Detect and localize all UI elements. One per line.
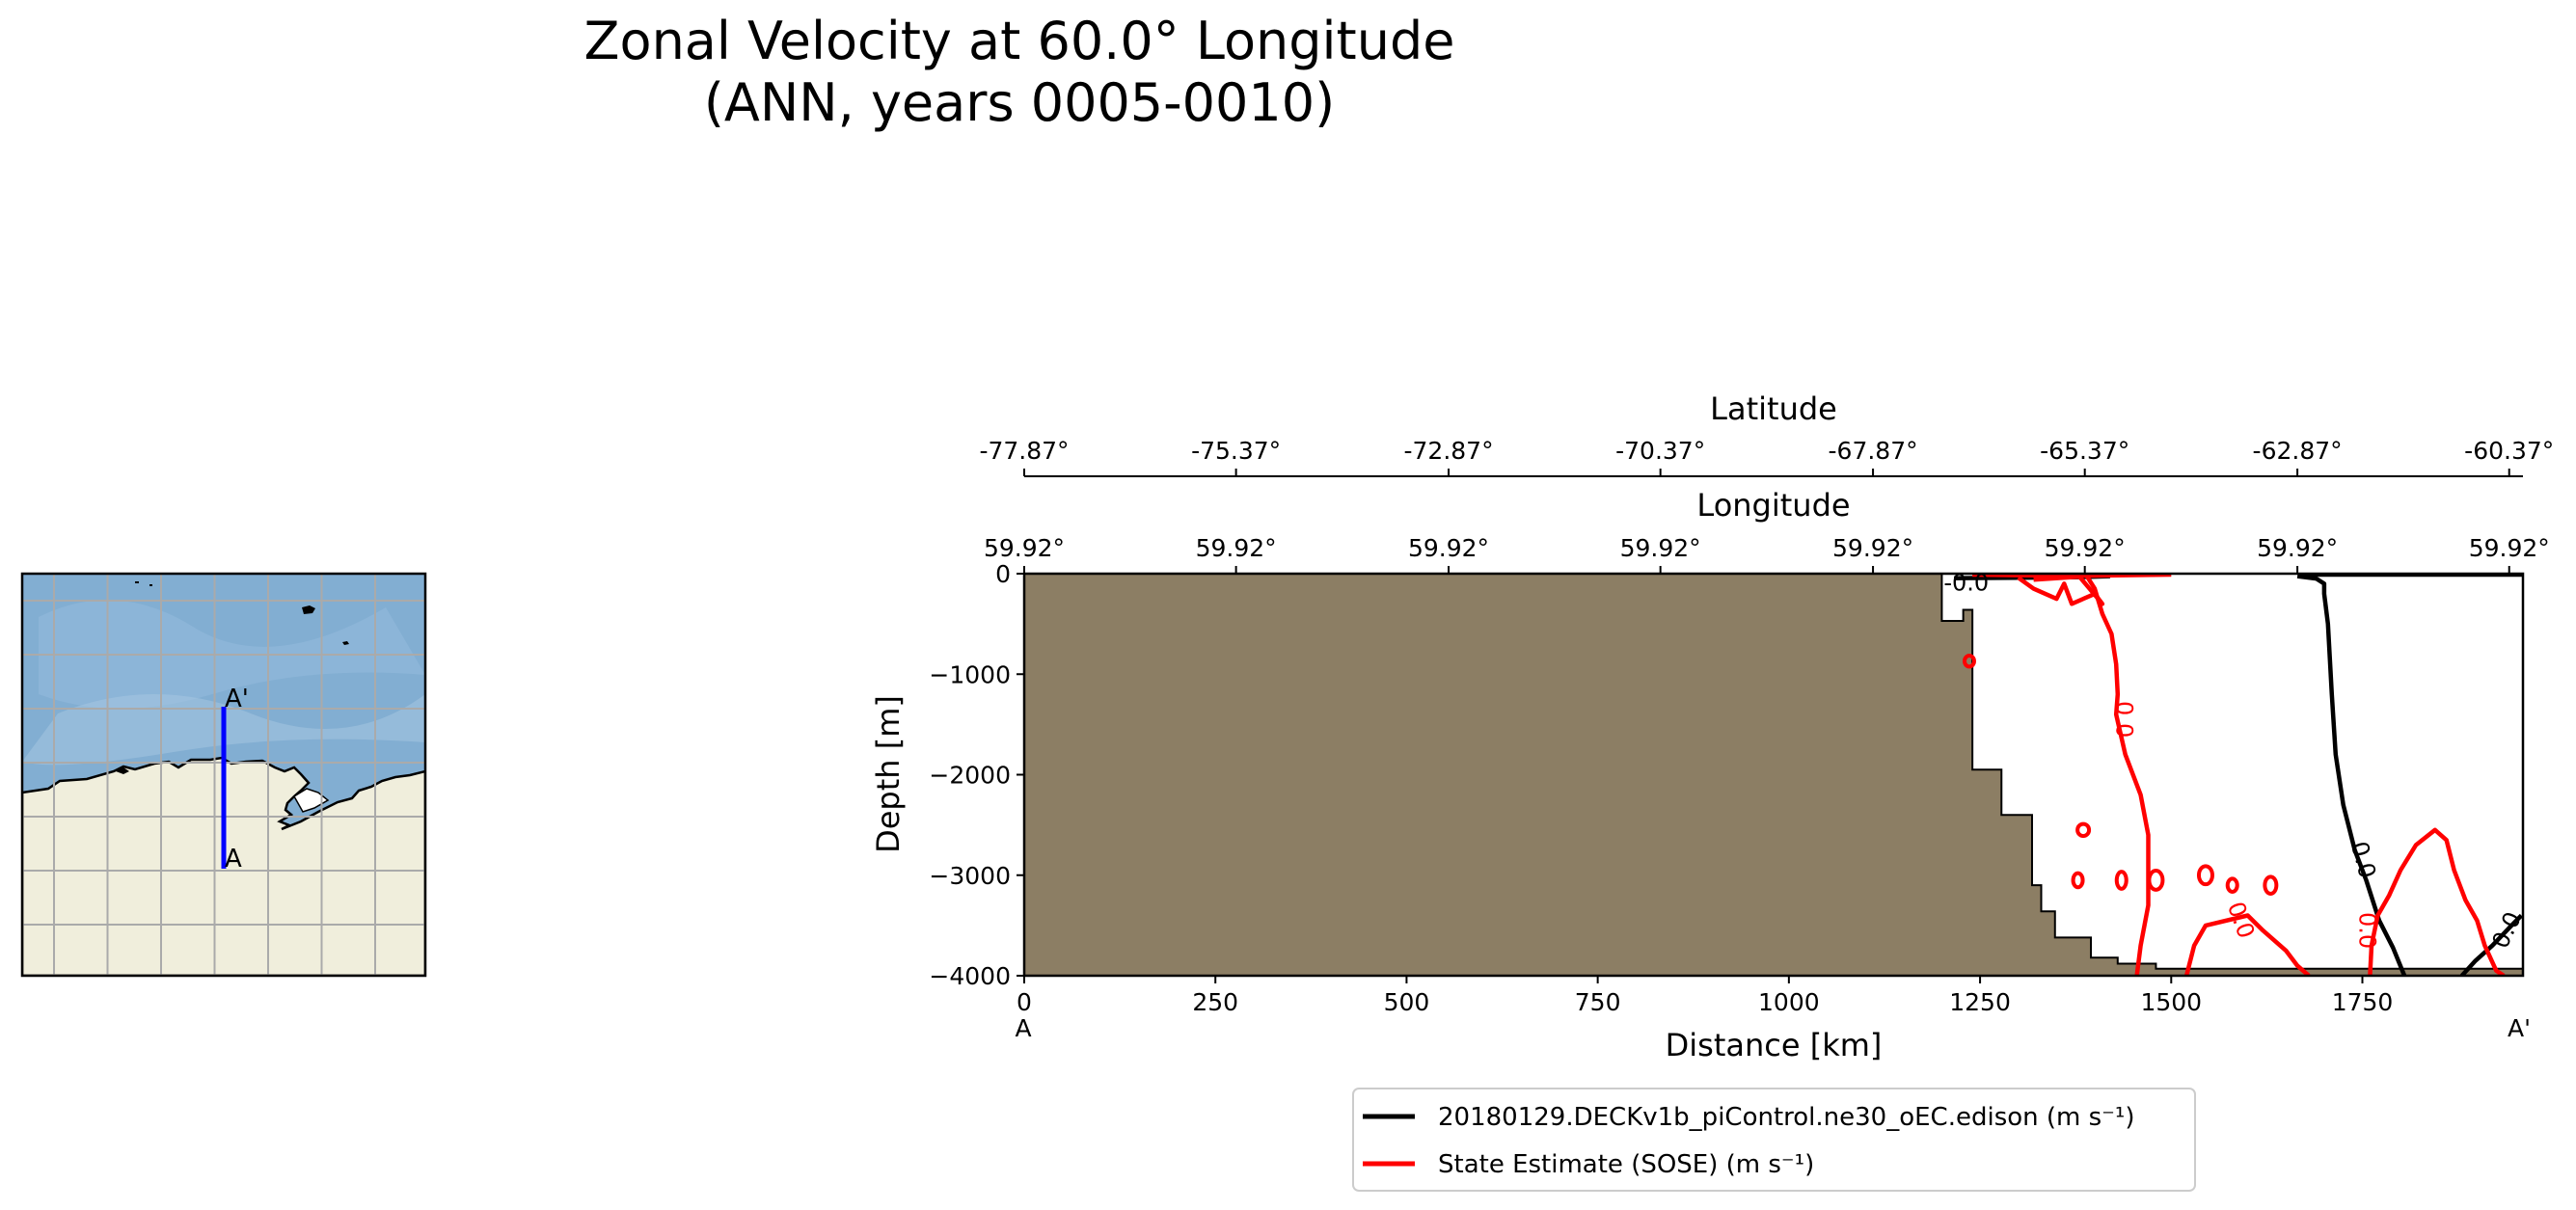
x-axis: 0 250 500 750 1000 1250 1500 1750: [1017, 976, 2393, 1016]
island-4: [149, 584, 152, 586]
sose-contour-ellipse-0: [1962, 653, 1976, 669]
model-contour-line-3: [2459, 913, 2523, 976]
x-tick-label-1: 250: [1192, 988, 1238, 1016]
sose-contour-line-0: [1972, 574, 2172, 578]
y-axis-label: Depth [m]: [870, 695, 907, 853]
sose-contour-label-1: 0.0: [2222, 899, 2260, 942]
y-tick-label-4: −4000: [929, 962, 1011, 990]
lat-tick-label-6: -62.87°: [2253, 437, 2343, 465]
lon-tick-label-1: 59.92°: [1196, 534, 1277, 562]
x-tick-label-5: 1250: [1949, 988, 2011, 1016]
model-contour-label-0: 0.0: [2346, 839, 2381, 881]
longitude-axis-label: Longitude: [1696, 487, 1850, 524]
x-tick-label-7: 1750: [2332, 988, 2394, 1016]
x-tick-label-0: 0: [1017, 988, 1032, 1016]
lat-tick-label-3: -70.37°: [1615, 437, 1705, 465]
sose-contour-ellipse-3: [2114, 870, 2129, 891]
sose-contour-ellipse-1: [2075, 821, 2092, 839]
legend-label-sose: State Estimate (SOSE) (m s⁻¹): [1438, 1150, 1814, 1179]
lon-tick-label-4: 59.92°: [1832, 534, 1913, 562]
lat-tick-label-0: -77.87°: [979, 437, 1069, 465]
x-tick-label-3: 750: [1575, 988, 1621, 1016]
misc-contour-label-0: -0.0: [1943, 569, 1989, 596]
lon-tick-label-6: 59.92°: [2257, 534, 2338, 562]
lon-tick-label-7: 59.92°: [2469, 534, 2550, 562]
x-start-label: A: [1015, 1014, 1031, 1042]
lat-tick-label-4: -67.87°: [1829, 437, 1918, 465]
ice-shelf: [292, 788, 330, 813]
x-axis-label: Distance [km]: [1666, 1027, 1883, 1063]
transect-start-label: A: [225, 845, 242, 874]
island-2: [342, 641, 349, 645]
island-1: [302, 605, 315, 614]
sose-contour-line-2: [2085, 575, 2151, 976]
sose-contour-ellipse-7: [2263, 874, 2279, 897]
sose-contour-ellipse-4: [2147, 869, 2165, 892]
sose-contour-line-3: [2183, 913, 2311, 976]
y-tick-label-0: 0: [995, 560, 1011, 588]
island-5: [116, 767, 129, 774]
section-plot: 0.00.00.00.0 0.0-0.0 0 250 500 750 1000 1250 15…: [870, 390, 2554, 1063]
map-frame: [20, 572, 427, 978]
longitude-axis: 59.92° 59.92° 59.92° 59.92° 59.92° 59.92° 59.9…: [984, 534, 2550, 574]
y-tick-label-3: −3000: [929, 862, 1011, 890]
y-axis: 0 −1000 −2000 −3000 −4000: [929, 560, 1024, 990]
latitude-axis: -77.87° -75.37° -72.87° -70.37° -67.87° -65.3…: [979, 437, 2554, 477]
lat-tick-label-7: -60.37°: [2464, 437, 2554, 465]
inset-map: A' A: [20, 572, 427, 978]
sose-contour-line-4: [2368, 827, 2506, 976]
sose-contour-label-2: 0.0: [2353, 912, 2380, 949]
legend: 20180129.DECKv1b_piControl.ne30_oEC.edis…: [1352, 1088, 2196, 1192]
sose-contour-line-1: [2017, 574, 2105, 606]
lon-tick-label-5: 59.92°: [2045, 534, 2126, 562]
legend-box: [1352, 1088, 2196, 1192]
sose-contour-ellipse-5: [2196, 864, 2214, 887]
figure-title-line2: (ANN, years 0005-0010): [704, 72, 1335, 133]
figure-title-line1: Zonal Velocity at 60.0° Longitude: [584, 11, 1455, 71]
y-tick-label-1: −1000: [929, 660, 1011, 688]
lon-tick-label-0: 59.92°: [984, 534, 1065, 562]
sose-contour-ellipse-2: [2071, 871, 2085, 890]
lat-tick-label-1: -75.37°: [1191, 437, 1281, 465]
x-tick-label-4: 1000: [1758, 988, 1820, 1016]
latitude-axis-label: Latitude: [1710, 390, 1837, 427]
bathymetry-fill: [1024, 574, 2523, 976]
y-tick-label-2: −2000: [929, 762, 1011, 790]
lon-tick-label-2: 59.92°: [1408, 534, 1489, 562]
sose-contour-label-0: 0.0: [2110, 701, 2137, 738]
lon-tick-label-3: 59.92°: [1620, 534, 1701, 562]
x-end-label: A': [2508, 1014, 2531, 1042]
model-contour-line-1: [2296, 574, 2407, 976]
x-tick-label-6: 1500: [2140, 988, 2202, 1016]
legend-label-model: 20180129.DECKv1b_piControl.ne30_oEC.edis…: [1438, 1103, 2134, 1132]
x-tick-label-2: 500: [1384, 988, 1430, 1016]
sose-contour-ellipse-6: [2225, 876, 2239, 894]
transect-end-label: A': [225, 685, 249, 713]
lat-tick-label-2: -72.87°: [1403, 437, 1493, 465]
island-3: [135, 581, 139, 583]
lat-tick-label-5: -65.37°: [2040, 437, 2129, 465]
